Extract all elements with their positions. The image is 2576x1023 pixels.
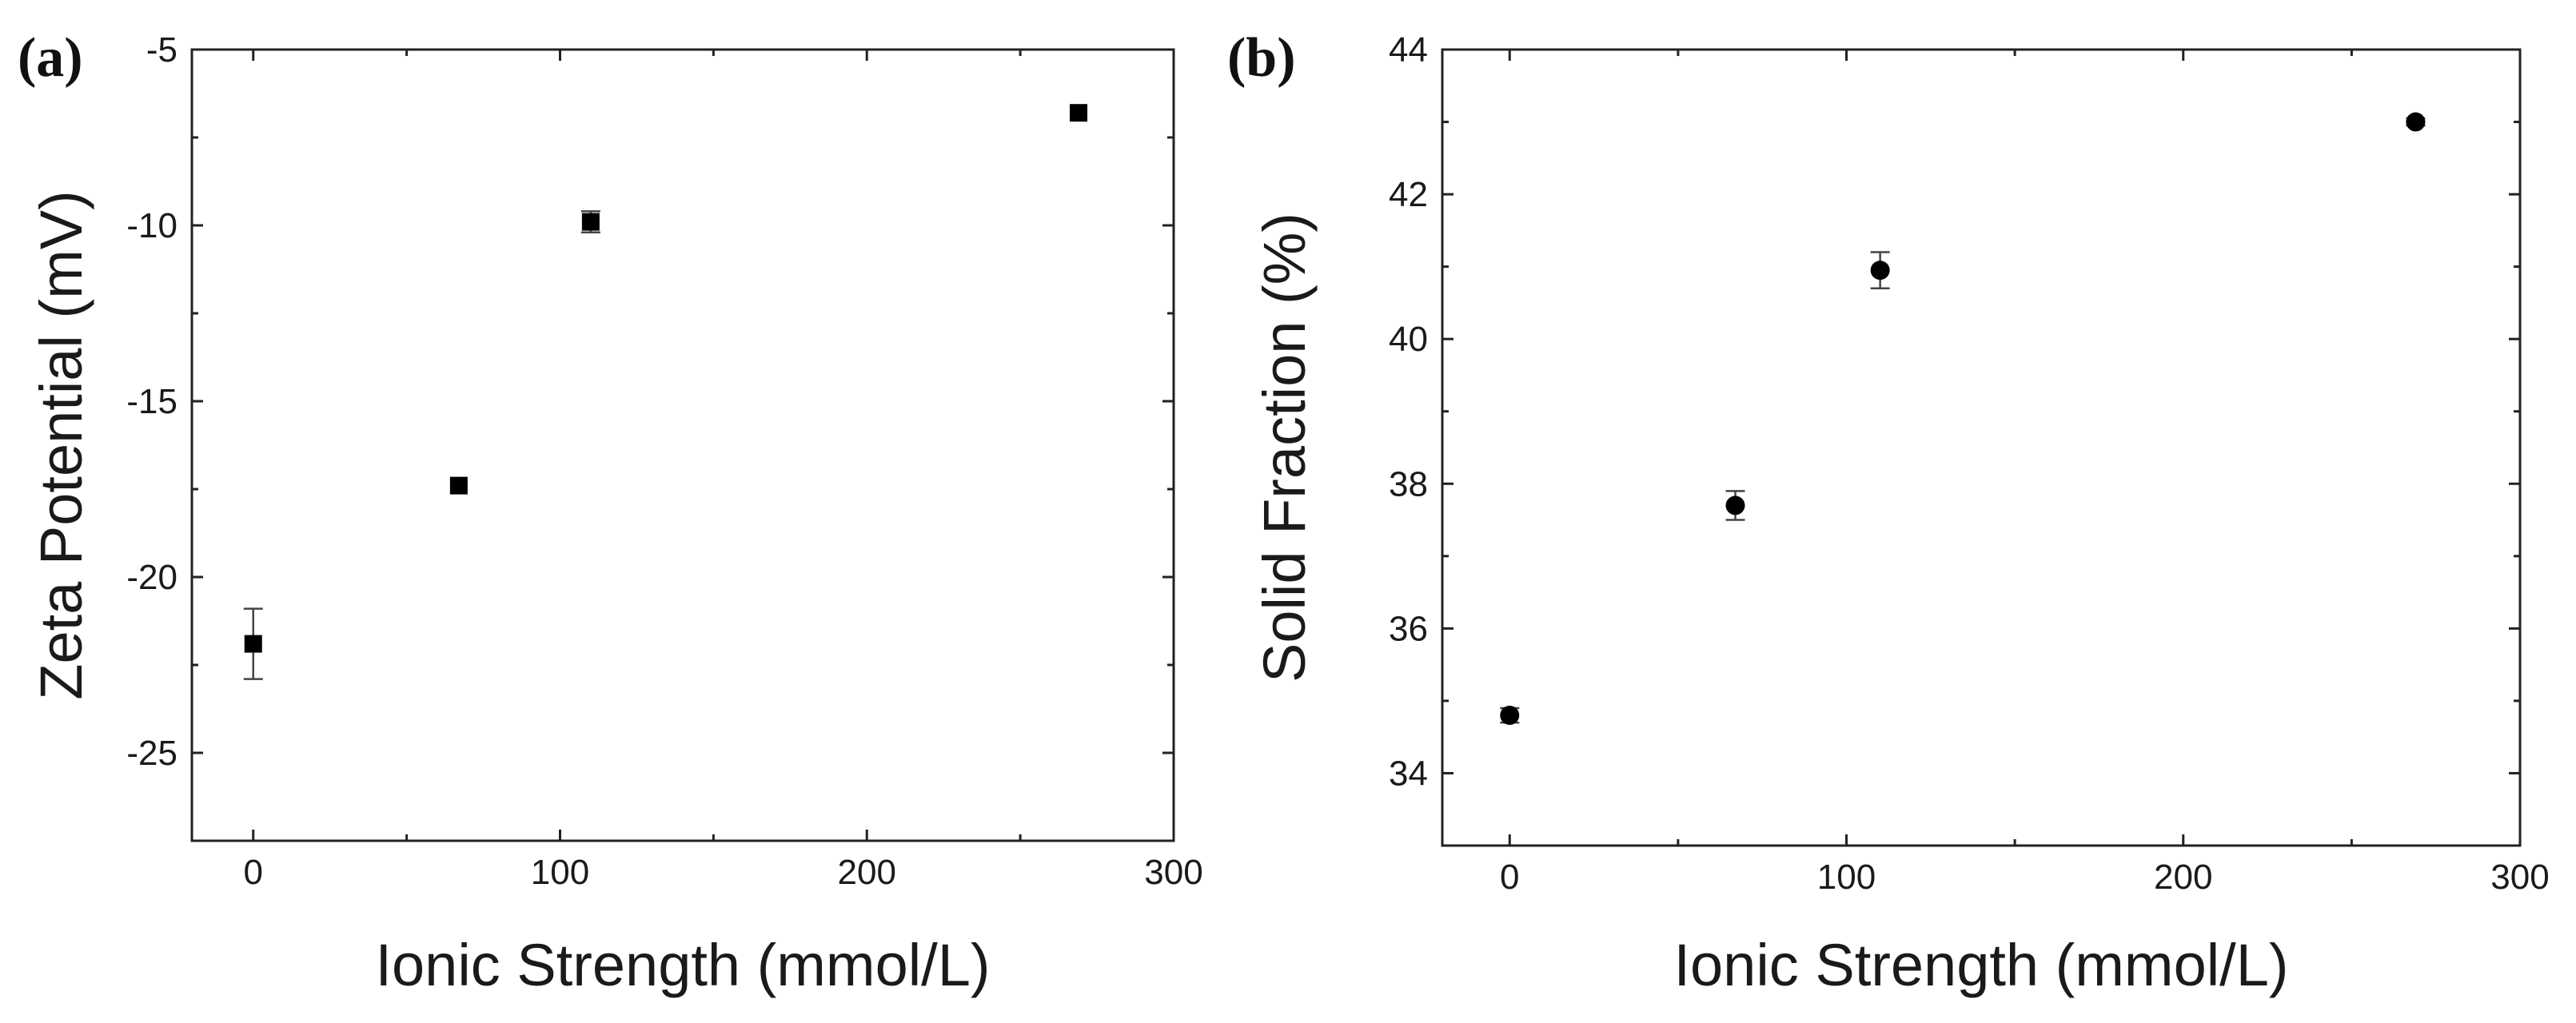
panel-b-y-tick-label: 36: [1389, 609, 1428, 648]
panel-b-y-tick-label: 34: [1389, 754, 1428, 793]
panel-b-x-tick-label: 100: [1817, 858, 1876, 897]
panel-b-data-point: [1870, 261, 1890, 281]
panel-b-x-axis-title: Ionic Strength (mmol/L): [1673, 932, 2288, 998]
panel-a-y-tick-label: -10: [126, 206, 177, 245]
panel-b-y-tick-label: 44: [1389, 30, 1428, 70]
panel-a-y-tick-label: -25: [126, 734, 177, 773]
panel-a-x-tick-label: 200: [838, 853, 896, 892]
panel-a-x-tick-label: 300: [1144, 853, 1202, 892]
panel-b-plot-frame: [1441, 48, 2522, 847]
panel-b-data-point: [2406, 112, 2426, 132]
panel-b-data-point: [1725, 496, 1745, 515]
panel-b-data-point: [1500, 706, 1520, 726]
panel-a-x-tick-label: 0: [244, 853, 263, 892]
panel-a-data-point: [581, 213, 600, 231]
panel-a-y-axis-title: Zeta Potential (mV): [28, 190, 94, 699]
panel-b-y-tick-label: 38: [1389, 464, 1428, 504]
panel-b-x-tick-label: 300: [2490, 858, 2549, 897]
panel-a-plot-frame: [190, 48, 1175, 842]
panel-a-y-tick-label: -20: [126, 558, 177, 597]
panel-b-label: (b): [1227, 27, 1296, 89]
panel-a-y-tick-label: -15: [126, 382, 177, 421]
panel-b-x-tick-label: 0: [1500, 858, 1519, 897]
panel-a-zeta-potential: (a) Ionic Strength (mmol/L) Zeta Potenti…: [18, 27, 1203, 998]
panel-a-label: (a): [18, 27, 83, 89]
panel-a-data-point: [244, 635, 262, 653]
panel-b-solid-fraction: (b) Ionic Strength (mmol/L) Solid Fracti…: [1227, 27, 2550, 998]
panel-a-data-point: [449, 476, 468, 495]
panel-b-y-tick-label: 40: [1389, 320, 1428, 359]
panel-b-y-axis-title: Solid Fraction (%): [1251, 213, 1318, 683]
panel-b-y-tick-label: 42: [1389, 175, 1428, 214]
panel-b-x-tick-label: 200: [2154, 858, 2212, 897]
panel-a-y-tick-label: -5: [146, 30, 177, 70]
panel-a-x-tick-label: 100: [531, 853, 589, 892]
panel-a-x-axis-title: Ionic Strength (mmol/L): [375, 932, 990, 998]
panel-a-data-point: [1070, 104, 1088, 122]
